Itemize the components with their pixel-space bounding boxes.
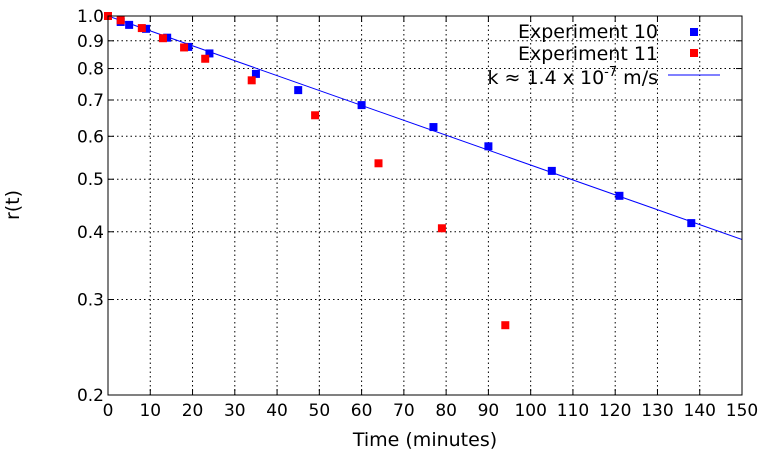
legend-marker-experiment-11 [690, 49, 698, 57]
y-tick-label: 0.8 [77, 60, 104, 80]
y-tick-label: 0.7 [77, 91, 104, 111]
x-tick-label: 20 [182, 401, 204, 421]
data-point-experiment-11 [201, 54, 210, 63]
data-point-experiment-10 [484, 142, 493, 151]
data-point-experiment-10 [547, 166, 556, 175]
legend: Experiment 10 Experiment 11 k ≈ 1.4 x 10… [487, 21, 720, 89]
x-tick-label: 60 [351, 401, 373, 421]
x-tick-label: 130 [641, 401, 673, 421]
y-tick-label: 0.9 [77, 32, 104, 52]
data-point-experiment-10 [251, 69, 260, 78]
data-point-experiment-10 [142, 24, 151, 33]
x-tick-label: 120 [599, 401, 631, 421]
x-tick-label: 100 [514, 401, 546, 421]
fit-line [108, 16, 742, 241]
legend-marker-experiment-10 [690, 28, 698, 36]
legend-label-experiment-11: Experiment 11 [518, 43, 658, 65]
data-point-experiment-10 [163, 33, 172, 42]
fit-label-main: k ≈ 1.4 x 10 [487, 67, 604, 89]
data-point-experiment-11 [437, 224, 446, 233]
x-tick-label: 150 [726, 401, 758, 421]
y-tick-label: 1.0 [77, 7, 104, 27]
legend-label-experiment-10: Experiment 10 [518, 21, 658, 43]
fit-label-unit: m/s [617, 67, 658, 89]
data-point-experiment-10 [125, 20, 134, 29]
data-point-experiment-10 [615, 191, 624, 200]
x-tick-label: 10 [139, 401, 161, 421]
data-point-experiment-10 [205, 49, 214, 58]
data-point-experiment-11 [501, 321, 510, 330]
y-tick-labels: 0.2 0.3 0.4 0.5 0.6 0.7 0.8 0.9 1.0 [77, 7, 104, 406]
x-tick-labels: 0 10 20 30 40 50 60 70 80 90 100 110 120 130 140 150 [103, 401, 759, 421]
data-point-experiment-11 [158, 34, 167, 43]
fit-line-layer [108, 16, 742, 241]
x-tick-label: 110 [557, 401, 589, 421]
data-point-experiment-10 [687, 219, 696, 228]
y-tick-label: 0.3 [77, 291, 104, 311]
data-point-experiment-11 [116, 16, 125, 25]
y-axis-title: r(t) [2, 190, 24, 220]
data-point-experiment-11 [311, 111, 320, 120]
y-tick-label: 0.6 [77, 127, 104, 147]
x-tick-label: 70 [393, 401, 415, 421]
x-tick-label: 140 [684, 401, 716, 421]
x-tick-label: 0 [103, 401, 114, 421]
y-tick-label: 0.2 [77, 386, 104, 406]
data-point-experiment-10 [357, 101, 366, 110]
data-point-experiment-10 [294, 86, 303, 95]
plot-frame [107, 15, 743, 396]
data-point-experiment-11 [137, 24, 146, 33]
data-point-experiment-11 [247, 76, 256, 85]
x-tick-label: 30 [224, 401, 246, 421]
x-tick-label: 80 [435, 401, 457, 421]
data-point-experiment-10 [184, 42, 193, 51]
data-point-experiment-10 [429, 123, 438, 132]
x-tick-label: 40 [266, 401, 288, 421]
x-tick-label: 50 [309, 401, 331, 421]
data-point-experiment-11 [374, 159, 383, 168]
data-point-experiment-11 [180, 43, 189, 52]
legend-label-fit-line: k ≈ 1.4 x 10-7 m/s [487, 65, 658, 89]
axis-ticks [107, 15, 743, 396]
x-tick-label: 90 [478, 401, 500, 421]
fit-label-exponent: -7 [604, 65, 617, 80]
grid [108, 16, 742, 395]
y-tick-label: 0.4 [77, 223, 104, 243]
x-axis-title: Time (minutes) [352, 429, 497, 451]
y-tick-label: 0.5 [77, 170, 104, 190]
